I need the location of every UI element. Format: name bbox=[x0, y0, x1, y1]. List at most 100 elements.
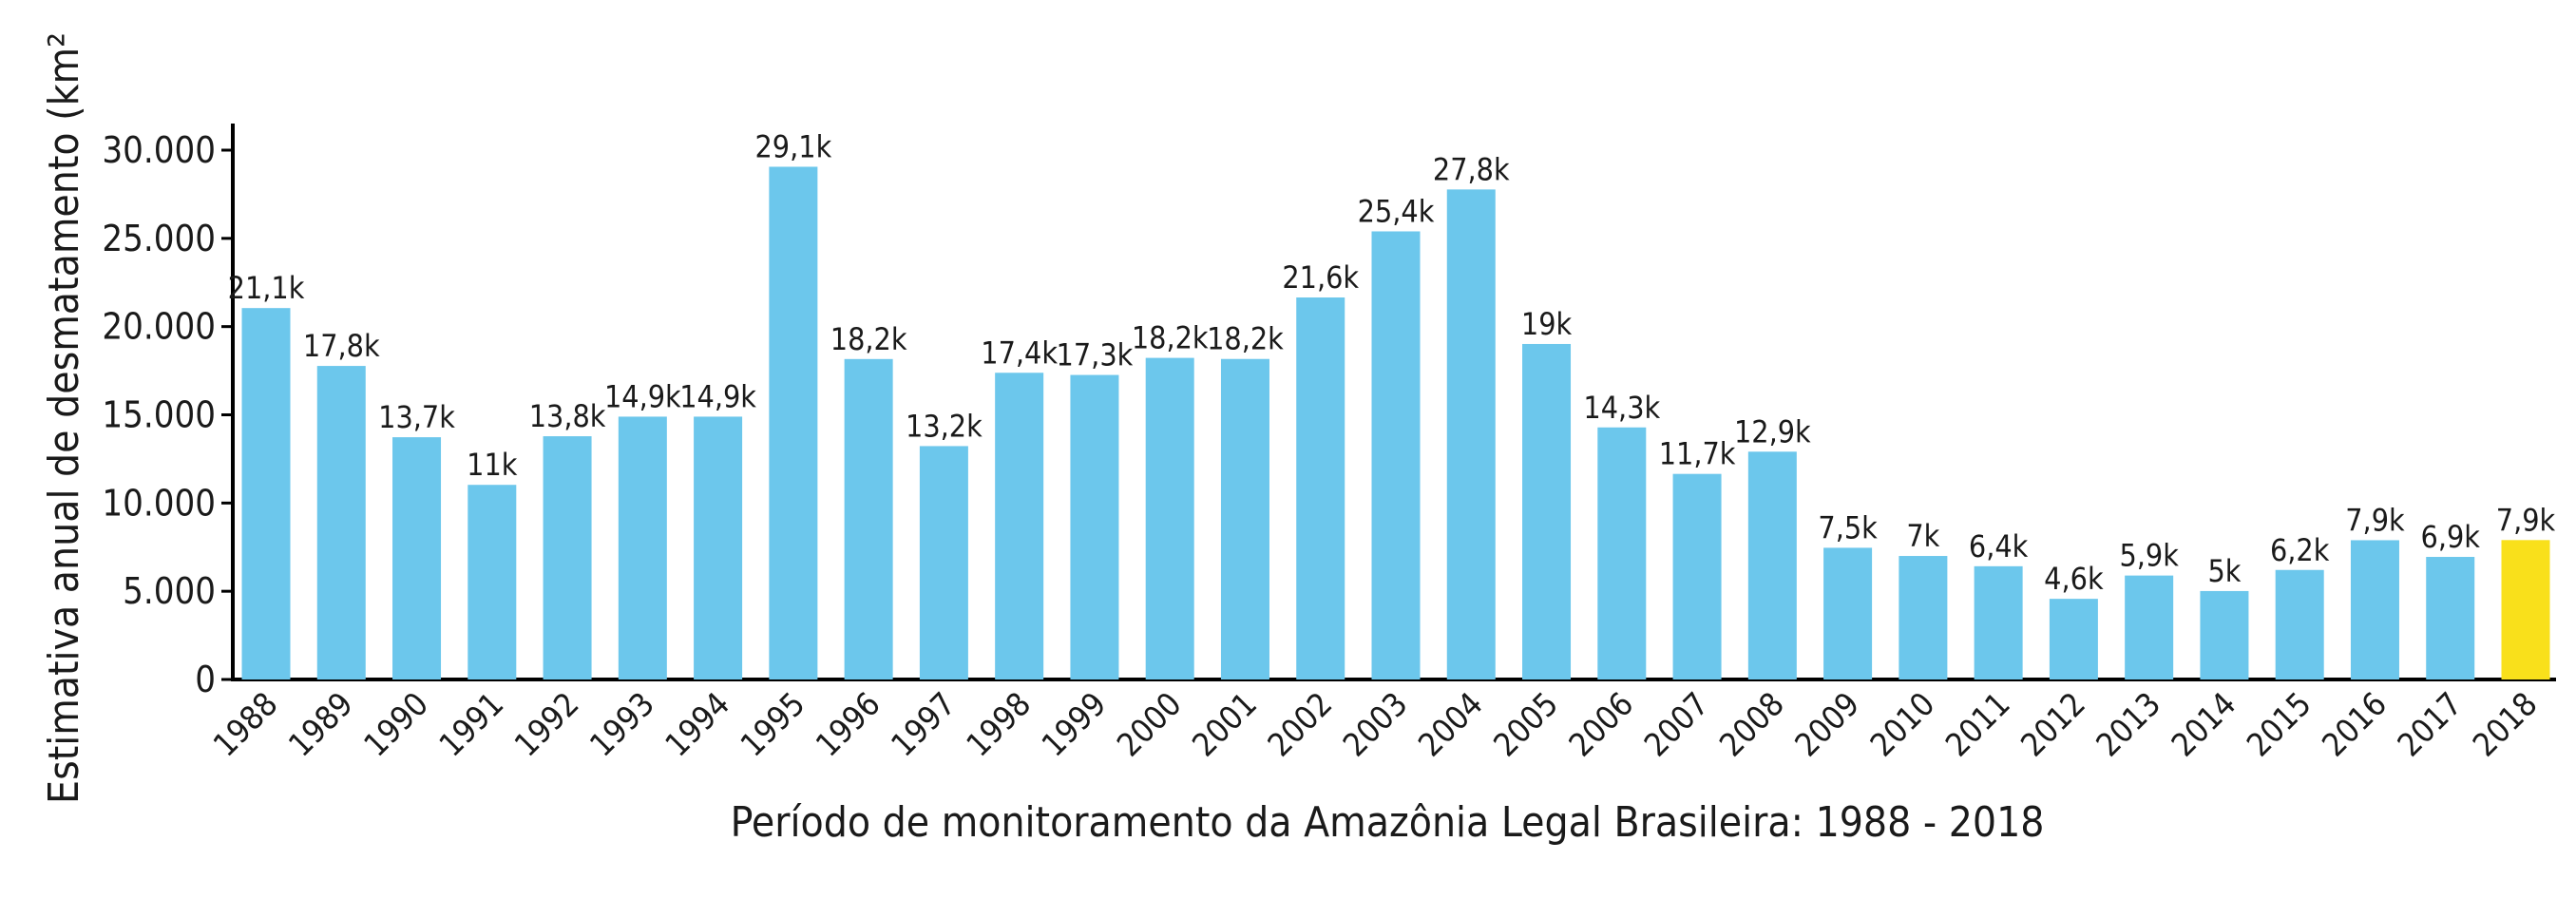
bars bbox=[241, 166, 2550, 680]
data-label-2008: 12,9k bbox=[1734, 413, 1811, 450]
x-tick-label-1991: 1991 bbox=[432, 685, 511, 764]
y-tick-label: 20.000 bbox=[102, 306, 216, 348]
bar-1990 bbox=[392, 437, 442, 679]
x-tick-label-1989: 1989 bbox=[281, 685, 360, 764]
x-tick-label-2005: 2005 bbox=[1487, 685, 1566, 764]
x-tick-label-2015: 2015 bbox=[2240, 685, 2318, 764]
x-tick-label-1996: 1996 bbox=[809, 685, 887, 764]
x-tick-label-2001: 2001 bbox=[1186, 685, 1265, 764]
bar-2001 bbox=[1220, 358, 1269, 679]
data-label-1990: 13,7k bbox=[378, 399, 455, 435]
data-label-1999: 17,3k bbox=[1057, 337, 1134, 373]
data-label-2010: 7k bbox=[1906, 518, 1939, 554]
data-label-1989: 17,8k bbox=[303, 328, 380, 364]
bar-2013 bbox=[2125, 575, 2174, 679]
x-tick-label-2003: 2003 bbox=[1336, 685, 1415, 764]
bar-1996 bbox=[844, 358, 893, 679]
bar-2005 bbox=[1522, 343, 1572, 679]
x-tick-label-1988: 1988 bbox=[206, 685, 285, 764]
x-tick-label-2014: 2014 bbox=[2165, 685, 2243, 764]
x-tick-label-1997: 1997 bbox=[884, 685, 963, 764]
bar-1995 bbox=[769, 166, 818, 679]
data-labels: 21,1k17,8k13,7k11k13,8k14,9k14,9k29,1k18… bbox=[228, 128, 2556, 597]
x-axis-label: Período de monitoramento da Amazônia Leg… bbox=[731, 798, 2045, 847]
data-label-1997: 13,2k bbox=[906, 408, 983, 444]
data-label-2001: 18,2k bbox=[1207, 321, 1284, 357]
data-label-2011: 6,4k bbox=[1969, 528, 2029, 564]
bar-2009 bbox=[1823, 547, 1873, 679]
bar-2006 bbox=[1597, 427, 1647, 679]
bar-1992 bbox=[543, 436, 592, 679]
x-tick-label-1992: 1992 bbox=[507, 685, 586, 764]
bar-2008 bbox=[1747, 451, 1797, 679]
x-tick-label-1999: 1999 bbox=[1035, 685, 1114, 764]
x-tick-label-2011: 2011 bbox=[1938, 685, 2017, 764]
data-label-1998: 17,4k bbox=[981, 335, 1058, 371]
bar-2010 bbox=[1899, 556, 1948, 679]
y-tick-label: 0 bbox=[195, 659, 216, 700]
x-tick-label-2010: 2010 bbox=[1863, 685, 1942, 764]
bar-2015 bbox=[2275, 569, 2324, 679]
data-label-1996: 18,2k bbox=[830, 321, 907, 357]
data-label-2015: 6,2k bbox=[2270, 532, 2330, 568]
y-tick-label: 5.000 bbox=[123, 570, 216, 612]
bar-1989 bbox=[316, 366, 366, 679]
y-tick-label: 10.000 bbox=[102, 482, 216, 524]
bar-1997 bbox=[919, 446, 968, 679]
data-label-2017: 6,9k bbox=[2421, 519, 2481, 555]
data-label-2000: 18,2k bbox=[1132, 320, 1209, 356]
x-tick-label-2016: 2016 bbox=[2316, 685, 2395, 764]
data-label-2013: 5,9k bbox=[2119, 538, 2179, 574]
y-tick-label: 30.000 bbox=[102, 129, 216, 171]
x-tick-label-2002: 2002 bbox=[1261, 685, 1340, 764]
data-label-2014: 5k bbox=[2207, 553, 2241, 589]
x-tick-label-1990: 1990 bbox=[357, 685, 436, 764]
bar-2014 bbox=[2200, 590, 2249, 679]
bar-1998 bbox=[995, 373, 1044, 679]
bar-2017 bbox=[2426, 557, 2475, 679]
y-tick-label: 25.000 bbox=[102, 218, 216, 259]
bar-1991 bbox=[467, 485, 517, 679]
data-label-2007: 11,7k bbox=[1659, 436, 1736, 472]
bar-2018 bbox=[2501, 540, 2550, 679]
x-axis: 1988198919901991199219931994199519961997… bbox=[206, 678, 2556, 764]
data-label-2003: 25,4k bbox=[1358, 193, 1435, 229]
x-tick-label-2006: 2006 bbox=[1562, 685, 1641, 764]
bar-2012 bbox=[2049, 599, 2098, 679]
x-tick-label-1994: 1994 bbox=[658, 685, 737, 764]
x-tick-label-2000: 2000 bbox=[1110, 685, 1189, 764]
data-label-1988: 21,1k bbox=[228, 270, 305, 306]
data-label-2006: 14,3k bbox=[1583, 390, 1660, 426]
bar-2000 bbox=[1145, 357, 1194, 679]
bar-2003 bbox=[1371, 231, 1421, 679]
data-label-2004: 27,8k bbox=[1433, 151, 1510, 187]
x-tick-label-2018: 2018 bbox=[2466, 685, 2545, 764]
data-label-1992: 13,8k bbox=[529, 398, 606, 434]
bar-1999 bbox=[1070, 374, 1119, 679]
y-axis-label: Estimativa anual de desmatamento (km² bbox=[40, 32, 88, 804]
data-label-2018: 7,9k bbox=[2496, 502, 2556, 538]
bar-1993 bbox=[618, 416, 667, 679]
bar-1994 bbox=[694, 416, 743, 679]
data-label-2016: 7,9k bbox=[2345, 502, 2405, 538]
x-tick-label-2008: 2008 bbox=[1712, 685, 1791, 764]
x-tick-label-2009: 2009 bbox=[1788, 685, 1867, 764]
x-tick-label-2012: 2012 bbox=[2013, 685, 2092, 764]
bar-2011 bbox=[1974, 565, 2023, 679]
x-tick-label-2004: 2004 bbox=[1411, 685, 1490, 764]
data-label-1991: 11k bbox=[467, 447, 518, 483]
bar-2004 bbox=[1446, 189, 1496, 680]
y-tick-label: 15.000 bbox=[102, 394, 216, 436]
x-tick-label-2007: 2007 bbox=[1637, 685, 1716, 764]
bar-2016 bbox=[2350, 540, 2399, 679]
x-tick-label-1995: 1995 bbox=[734, 685, 812, 764]
bar-2007 bbox=[1672, 473, 1722, 679]
x-tick-label-2013: 2013 bbox=[2089, 685, 2168, 764]
y-axis: 0 5.000 10.000 15.000 20.000 25.000 30.000 bbox=[102, 124, 235, 700]
data-label-2012: 4,6k bbox=[2044, 561, 2104, 597]
bar-2002 bbox=[1296, 297, 1345, 679]
x-tick-label-1993: 1993 bbox=[582, 685, 661, 764]
data-label-2005: 19k bbox=[1521, 306, 1573, 342]
